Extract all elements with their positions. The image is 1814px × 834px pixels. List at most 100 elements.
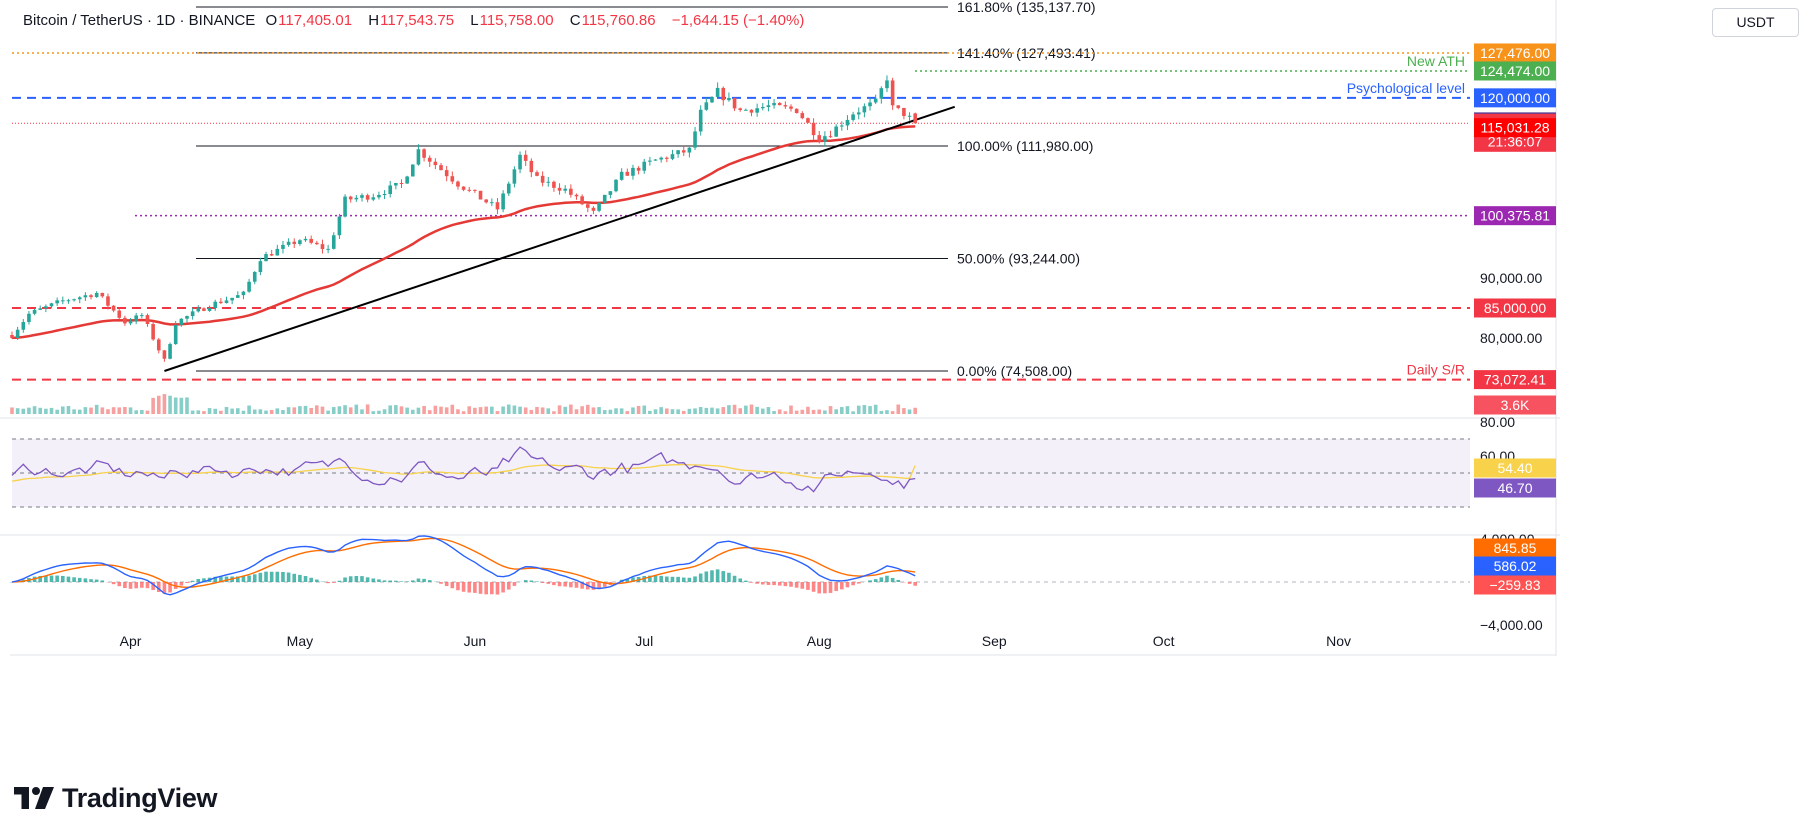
volume-bar xyxy=(845,406,850,414)
candle-body xyxy=(461,186,466,190)
volume-bar xyxy=(907,409,912,414)
volume-bar xyxy=(247,405,251,414)
macd-histogram-bar xyxy=(292,573,297,582)
volume-bar xyxy=(806,406,810,414)
candle-body xyxy=(574,194,579,197)
candle-body xyxy=(569,188,573,195)
macd-histogram-bar xyxy=(744,580,748,582)
candle-body xyxy=(77,297,82,300)
macd-histogram-bar xyxy=(61,575,65,582)
macd-histogram-bar xyxy=(563,582,568,587)
macd-histogram-bar xyxy=(202,578,206,582)
macd-histogram-bar xyxy=(501,582,505,593)
candle-body xyxy=(800,113,805,119)
candle-body xyxy=(760,106,765,109)
macd-histogram-bar xyxy=(828,582,833,593)
candle-body xyxy=(38,308,43,310)
macd-histogram-bar xyxy=(156,582,161,592)
macd-histogram-bar xyxy=(591,582,596,590)
volume-bar xyxy=(896,404,901,414)
volume-bar xyxy=(473,407,477,414)
volume-bar xyxy=(236,408,240,414)
macd-histogram-bar xyxy=(490,582,494,595)
macd-histogram-bar xyxy=(354,575,359,582)
macd-histogram-bar xyxy=(224,576,229,582)
candle-body xyxy=(665,157,669,159)
candle-body xyxy=(473,189,477,191)
candle-body xyxy=(580,196,584,205)
candle-body xyxy=(868,102,872,107)
macd-histogram-bar xyxy=(450,582,455,589)
macd-histogram-bar xyxy=(715,569,720,582)
macd-histogram-bar xyxy=(89,579,93,582)
candle-body xyxy=(151,324,155,340)
candle-body xyxy=(467,189,472,191)
volume-bar xyxy=(399,406,404,414)
candle-body xyxy=(134,315,138,322)
level-price-tag: 85,000.00 xyxy=(1484,300,1546,316)
rsi-value-tag-bg xyxy=(1474,478,1556,498)
candle-body xyxy=(196,308,201,312)
candle-body xyxy=(772,103,776,106)
candle-body xyxy=(907,115,912,117)
candle-body xyxy=(896,105,901,108)
macd-histogram-bar xyxy=(162,582,167,594)
macd-histogram-bar xyxy=(727,572,731,582)
macd-histogram-bar xyxy=(834,582,838,592)
candle-body xyxy=(687,147,692,153)
volume-bar xyxy=(856,405,861,414)
rsi-line xyxy=(11,446,916,493)
currency-selector[interactable]: USDT xyxy=(1712,8,1799,37)
volume-bar xyxy=(704,407,709,414)
symbol-title: Bitcoin / TetherUS · 1D · BINANCE xyxy=(23,12,256,29)
candle-body xyxy=(269,254,274,256)
candle-body xyxy=(286,241,291,245)
volume-bar xyxy=(388,405,393,414)
volume-bar xyxy=(715,408,720,414)
volume-bar xyxy=(77,409,82,414)
macd-histogram-bar xyxy=(467,582,472,593)
macd-histogram-bar xyxy=(337,580,342,582)
candle-body xyxy=(766,105,771,107)
volume-tag-bg xyxy=(1474,395,1556,415)
volume-bar xyxy=(653,409,658,414)
macd-histogram-bar xyxy=(732,575,737,582)
candle-body xyxy=(168,344,172,359)
tradingview-logo[interactable]: TradingView xyxy=(14,781,218,815)
open-value: 117,405.01 xyxy=(278,12,353,29)
candle-body xyxy=(365,195,370,200)
volume-bar xyxy=(885,410,889,414)
fibonacci-level-label: 50.00% (93,244.00) xyxy=(957,251,1080,267)
volume-bar xyxy=(416,407,421,414)
candle-body xyxy=(89,295,93,298)
high-label: H xyxy=(368,12,380,29)
candle-body xyxy=(185,316,189,319)
candle-body xyxy=(275,248,280,256)
candle-body xyxy=(219,301,223,304)
macd-histogram-bar xyxy=(495,582,500,595)
candle-body xyxy=(456,181,460,187)
macd-histogram-bar xyxy=(806,582,810,590)
macd-histogram-bar xyxy=(896,579,901,582)
macd-histogram-bar xyxy=(140,582,144,588)
candle-body xyxy=(529,160,534,173)
candle-body xyxy=(506,183,511,194)
macd-histogram-bar xyxy=(377,579,381,582)
candle-body xyxy=(585,204,590,208)
volume-bar xyxy=(360,409,364,414)
macd-histogram-bar xyxy=(800,582,805,589)
macd-value-tag: 586.02 xyxy=(1494,558,1537,574)
candle-body xyxy=(811,122,816,136)
macd-histogram-bar xyxy=(247,575,251,582)
macd-histogram-tag: −259.83 xyxy=(1490,577,1541,593)
macd-histogram-bar xyxy=(134,582,138,589)
volume-bar xyxy=(66,406,71,414)
candle-body xyxy=(106,296,110,306)
volume-bar xyxy=(501,406,505,414)
volume-bar xyxy=(394,405,398,414)
candle-body xyxy=(540,175,545,183)
candle-body xyxy=(834,126,838,137)
candle-body xyxy=(693,131,697,148)
candle-body xyxy=(320,244,325,250)
